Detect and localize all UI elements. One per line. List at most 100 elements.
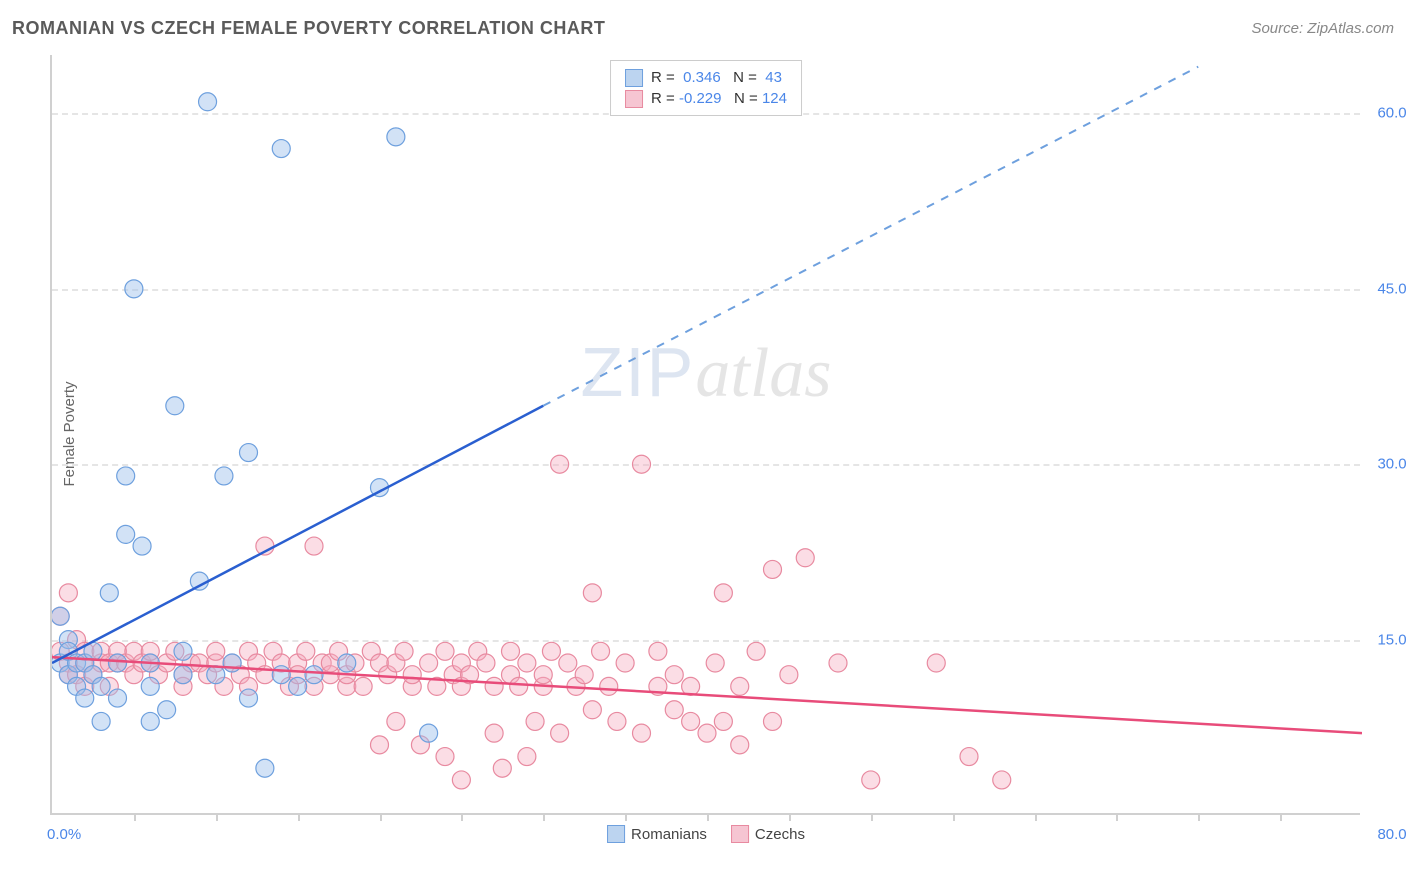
- romanian-point: [92, 677, 110, 695]
- romanian-point: [100, 584, 118, 602]
- romanian-point: [117, 525, 135, 543]
- czech-point: [714, 584, 732, 602]
- romanian-point: [256, 759, 274, 777]
- czech-point: [796, 549, 814, 567]
- czech-point: [305, 537, 323, 555]
- czech-point: [927, 654, 945, 672]
- romanian-point: [109, 654, 127, 672]
- stats-legend-row-czechs: R = -0.229 N = 124: [625, 88, 787, 109]
- czech-point: [575, 666, 593, 684]
- czech-point: [714, 712, 732, 730]
- stats-legend-row-romanians: R = 0.346 N = 43: [625, 67, 787, 88]
- czech-point: [551, 455, 569, 473]
- czech-point: [354, 677, 372, 695]
- czech-point: [395, 642, 413, 660]
- czech-point: [436, 748, 454, 766]
- romanian-point: [92, 712, 110, 730]
- czech-point: [993, 771, 1011, 789]
- czech-point: [608, 712, 626, 730]
- romanian-point: [272, 666, 290, 684]
- romanian-point: [109, 689, 127, 707]
- czech-point: [485, 677, 503, 695]
- czech-point: [510, 677, 528, 695]
- series-legend: Romanians Czechs: [607, 825, 805, 843]
- scatter-svg: [52, 55, 1362, 815]
- legend-label: Romanians: [631, 826, 707, 843]
- czech-point: [960, 748, 978, 766]
- czech-point: [559, 654, 577, 672]
- romanian-point: [125, 280, 143, 298]
- trend-line: [543, 67, 1198, 406]
- romanian-point: [166, 397, 184, 415]
- legend-swatch: [731, 825, 749, 843]
- romanian-point: [289, 677, 307, 695]
- romanian-point: [223, 654, 241, 672]
- czech-point: [633, 455, 651, 473]
- romanian-point: [141, 712, 159, 730]
- chart-container: ROMANIAN VS CZECH FEMALE POVERTY CORRELA…: [0, 0, 1406, 892]
- czech-point: [420, 654, 438, 672]
- czech-point: [780, 666, 798, 684]
- romanian-point: [207, 666, 225, 684]
- romanian-point: [240, 444, 258, 462]
- romanian-point: [215, 467, 233, 485]
- romanian-point: [338, 654, 356, 672]
- czech-point: [551, 724, 569, 742]
- chart-title: ROMANIAN VS CZECH FEMALE POVERTY CORRELA…: [12, 18, 605, 39]
- czech-point: [747, 642, 765, 660]
- czech-point: [682, 712, 700, 730]
- x-origin-label: 0.0%: [47, 826, 81, 843]
- czech-point: [829, 654, 847, 672]
- romanian-point: [133, 537, 151, 555]
- chart-header: ROMANIAN VS CZECH FEMALE POVERTY CORRELA…: [12, 18, 1394, 39]
- legend-swatch-romanians: [625, 69, 643, 87]
- czech-point: [59, 584, 77, 602]
- czech-point: [403, 666, 421, 684]
- y-tick-label: 45.0%: [1377, 280, 1406, 297]
- czech-point: [616, 654, 634, 672]
- romanian-point: [240, 689, 258, 707]
- x-max-label: 80.0%: [1377, 826, 1406, 843]
- czech-point: [764, 712, 782, 730]
- czech-point: [583, 584, 601, 602]
- stats-czechs: R = -0.229 N = 124: [651, 88, 787, 109]
- romanian-point: [117, 467, 135, 485]
- czech-point: [371, 736, 389, 754]
- y-tick-label: 60.0%: [1377, 105, 1406, 122]
- legend-swatch: [607, 825, 625, 843]
- romanian-point: [52, 607, 69, 625]
- czech-point: [502, 642, 520, 660]
- czech-point: [862, 771, 880, 789]
- czech-point: [387, 712, 405, 730]
- czech-point: [698, 724, 716, 742]
- czech-point: [207, 642, 225, 660]
- y-tick-label: 15.0%: [1377, 631, 1406, 648]
- romanian-point: [141, 677, 159, 695]
- czech-point: [452, 771, 470, 789]
- romanian-point: [272, 140, 290, 158]
- czech-point: [518, 748, 536, 766]
- legend-label: Czechs: [755, 826, 805, 843]
- chart-source: Source: ZipAtlas.com: [1251, 20, 1394, 37]
- czech-point: [485, 724, 503, 742]
- czech-point: [764, 560, 782, 578]
- czech-point: [526, 712, 544, 730]
- romanian-point: [305, 666, 323, 684]
- romanian-point: [199, 93, 217, 111]
- czech-point: [665, 701, 683, 719]
- plot-area: Female Poverty 15.0%30.0%45.0%60.0% 0.0%…: [50, 55, 1360, 815]
- czech-point: [583, 701, 601, 719]
- czech-point: [600, 677, 618, 695]
- czech-point: [731, 677, 749, 695]
- legend-swatch-czechs: [625, 90, 643, 108]
- romanian-point: [387, 128, 405, 146]
- series-legend-item: Romanians: [607, 825, 707, 843]
- romanian-point: [76, 689, 94, 707]
- czech-point: [534, 666, 552, 684]
- czech-point: [649, 642, 667, 660]
- czech-point: [731, 736, 749, 754]
- czech-point: [665, 666, 683, 684]
- czech-point: [706, 654, 724, 672]
- czech-point: [518, 654, 536, 672]
- stats-legend: R = 0.346 N = 43 R = -0.229 N = 124: [610, 60, 802, 116]
